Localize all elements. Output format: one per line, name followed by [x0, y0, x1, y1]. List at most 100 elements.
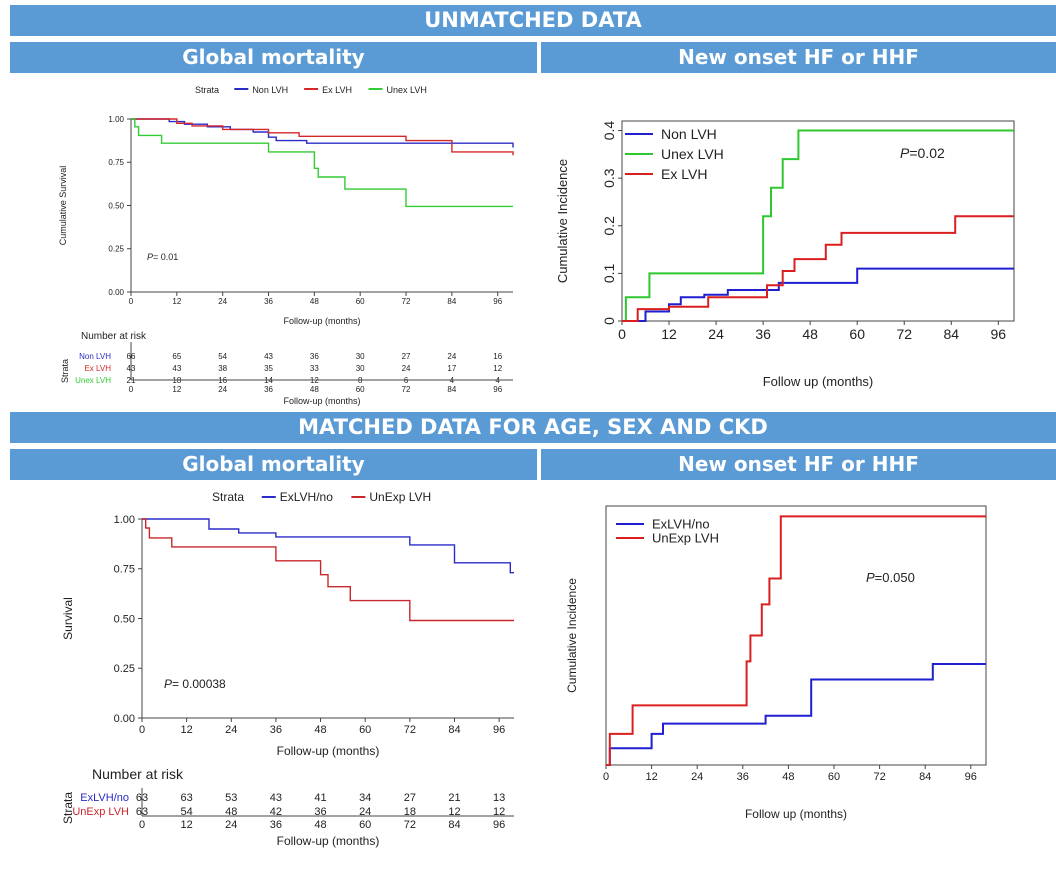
y-tick-label: 1.00 [114, 514, 135, 526]
x-tick-label: 72 [402, 297, 411, 306]
risk-table-cell: 35 [264, 364, 273, 373]
risk-table-time: 96 [493, 385, 502, 394]
risk-table-row-label: ExLVH/no [80, 792, 129, 804]
x-tick-label: 96 [991, 326, 1007, 342]
x-tick-label: 60 [828, 771, 840, 783]
risk-table-time: 96 [493, 819, 505, 831]
plot-frame [621, 120, 1015, 322]
x-tick-label: 12 [645, 771, 657, 783]
x-tick-label: 24 [218, 297, 227, 306]
matched-new-onset-hf-chart: 0 12 24 36 48 60 72 84 96 Follow up (months) Cumul… [565, 505, 987, 821]
y-tick-label: 0.2 [601, 216, 617, 236]
risk-table-cell: 12 [493, 806, 505, 818]
p-value: P= 0.01 [147, 252, 178, 262]
y-tick-label: 0.50 [108, 201, 124, 210]
risk-table-cell: 65 [172, 352, 181, 361]
x-tick-label: 36 [264, 297, 273, 306]
series-line-ex-lvh [622, 215, 1014, 322]
risk-table-cell: 30 [356, 352, 365, 361]
y-axis-label: Cumulative Incidence [555, 159, 570, 283]
risk-table-time: 36 [264, 385, 273, 394]
x-tick-label: 0 [603, 771, 609, 783]
risk-table-title: Number at risk [81, 331, 147, 342]
x-tick-label: 12 [181, 724, 193, 736]
p-value: P= 0.00038 [164, 677, 226, 691]
x-tick-label: 0 [139, 724, 145, 736]
x-tick-label: 48 [310, 297, 319, 306]
risk-table-cell: 54 [218, 352, 227, 361]
risk-table-cell: 17 [447, 364, 456, 373]
x-tick-label: 36 [737, 771, 749, 783]
risk-table-cell: 18 [404, 806, 416, 818]
x-tick-label: 72 [896, 326, 912, 342]
y-tick-label: 0.50 [114, 613, 135, 625]
x-tick-label: 36 [270, 724, 282, 736]
risk-table-cell: 63 [181, 792, 193, 804]
risk-table-cell: 53 [225, 792, 237, 804]
matched-global-mortality-chart: 0 12 24 36 48 60 72 84 960.000.250.500.751.00Fol… [61, 490, 514, 848]
risk-table-cell: 36 [314, 806, 326, 818]
risk-table-time: 48 [314, 819, 326, 831]
p-value-symbol: P [164, 677, 172, 691]
x-tick-label: 60 [849, 326, 865, 342]
legend-entry: Non LVH [252, 85, 288, 95]
risk-table-cell: 43 [264, 352, 273, 361]
legend-entry: UnExp LVH [369, 490, 431, 504]
risk-table-cell: 33 [310, 364, 319, 373]
risk-table-cell: 12 [448, 806, 460, 818]
risk-table-cell: 24 [447, 352, 456, 361]
y-tick-label: 0.3 [601, 168, 617, 188]
x-tick-label: 48 [314, 724, 326, 736]
series-line-non-lvh [131, 118, 514, 148]
series-line-unex-lvh [622, 129, 1014, 322]
new-onset-hf-header: New onset HF or HHF [541, 42, 1056, 73]
x-tick-label: 96 [965, 771, 977, 783]
p-value-symbol: P [866, 570, 875, 585]
x-tick-label: 48 [782, 771, 794, 783]
unmatched-global-mortality-chart: 0 12 24 36 48 60 72 84 96 0.00 0.25 0.50 0.75 1.00 Fol… [58, 85, 514, 406]
x-tick-label: 0 [129, 297, 134, 306]
risk-table-cell: 54 [181, 806, 193, 818]
risk-table-time: 12 [181, 819, 193, 831]
y-tick-label: 0.25 [114, 663, 135, 675]
series-line-ex-lvh [131, 118, 514, 156]
risk-table-row-label: Unex LVH [75, 376, 111, 385]
unmatched-new-onset-hf-chart: 0 12 24 36 48 60 72 84 96 0 0.1 0.2 0.3 0.4 Follow up … [555, 120, 1015, 389]
p-value-text: = 0.01 [153, 252, 178, 262]
risk-table-cell: 12 [493, 364, 502, 373]
x-tick-label: 24 [225, 724, 237, 736]
risk-table-cell: 42 [270, 806, 282, 818]
unmatched-data-banner: UNMATCHED DATA [10, 5, 1056, 36]
y-axis-label: Cumulative Incidence [565, 578, 579, 693]
y-tick-label: 0.75 [108, 158, 124, 167]
x-tick-label: 60 [356, 297, 365, 306]
risk-table-strata-label: Strata [60, 359, 70, 383]
risk-table-row-label: Ex LVH [84, 364, 111, 373]
series-line-unexp-lvh [142, 518, 514, 622]
risk-table-cell: 13 [493, 792, 505, 804]
risk-table-cell: 41 [314, 792, 326, 804]
x-tick-label: 84 [919, 771, 931, 783]
x-tick-label: 96 [493, 297, 502, 306]
legend-entry: Unex LVH [661, 146, 724, 162]
x-tick-label: 72 [404, 724, 416, 736]
risk-table-time: 60 [359, 819, 371, 831]
global-mortality-header-matched: Global mortality [10, 449, 537, 480]
risk-table-cell: 38 [218, 364, 227, 373]
y-tick-label: 1.00 [108, 115, 124, 124]
risk-table-cell: 48 [225, 806, 237, 818]
y-tick-label: 0.00 [108, 288, 124, 297]
legend-entry: Non LVH [661, 126, 717, 142]
risk-table-row-label: UnExp LVH [72, 806, 129, 818]
x-axis-label: Follow up (months) [763, 374, 874, 389]
risk-table-xlabel: Follow-up (months) [283, 396, 360, 406]
legend-entry: Ex LVH [322, 85, 352, 95]
p-value-symbol: P [147, 252, 153, 262]
legend-title: Strata [195, 85, 219, 95]
y-tick-label: 0.25 [108, 245, 124, 254]
x-axis-label: Follow up (months) [745, 807, 847, 821]
risk-table-time: 60 [356, 385, 365, 394]
y-tick-label: 0.75 [114, 564, 135, 576]
risk-table-cell: 24 [402, 364, 411, 373]
y-tick-label: 0.1 [601, 263, 617, 283]
